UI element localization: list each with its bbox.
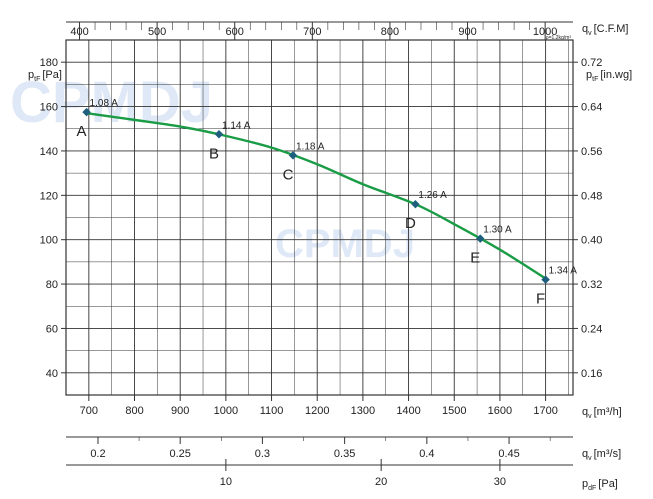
y-right-tick-label: 0.56 (581, 146, 602, 158)
y-tick-label: 160 (40, 102, 58, 114)
current-label: 1.34 A (549, 266, 578, 277)
y-tick-label: 40 (46, 368, 58, 380)
x-symbol: q (582, 406, 588, 418)
y-left-axis-title: ptF [Pa] (28, 69, 62, 83)
current-label: 1.14 A (222, 120, 251, 131)
y-right-symbol: p (586, 69, 592, 81)
x-tick-label: 900 (171, 405, 189, 417)
performance-curve (86, 112, 547, 280)
x-axis-title: qv [m³/h] (582, 406, 622, 420)
point-letter: F (536, 291, 545, 308)
y-right-tick-label: 0.32 (581, 279, 602, 291)
point-letter: E (470, 250, 480, 267)
dynamic-tick-label: 20 (375, 476, 387, 488)
current-label: 1.18 A (296, 141, 325, 152)
x-tick-label: 1100 (260, 405, 284, 417)
y-right-subscript: tF (592, 76, 598, 83)
operating-point-marker (214, 130, 224, 139)
point-letter: A (77, 123, 87, 140)
dynamic-tick-label: 30 (494, 476, 506, 488)
secondary-tick-label: 0.25 (169, 448, 190, 460)
point-letter: C (283, 166, 294, 183)
performance-curve-layer (86, 112, 547, 280)
y-right-tick-label: 0.16 (581, 368, 602, 380)
point-letter: B (209, 145, 219, 162)
top-axis-title: qv [C.F.M] (582, 23, 628, 37)
x-tick-label: 1500 (442, 405, 466, 417)
y-right-tick-label: 0.24 (581, 323, 602, 335)
y-tick-label: 120 (40, 190, 58, 202)
x-tick-label: 1700 (533, 405, 557, 417)
x-tick-label: 1600 (488, 405, 512, 417)
y-tick-label: 180 (40, 57, 58, 69)
x-tick-label: 800 (125, 405, 143, 417)
operating-point-marker (541, 275, 550, 284)
operating-point-marker (82, 107, 91, 117)
x-tick-label: 700 (80, 405, 98, 417)
y-right-tick-label: 0.72 (581, 57, 602, 69)
dynamic-tick-label: 10 (220, 476, 232, 488)
secondary-tick-label: 0.3 (255, 448, 270, 460)
secondary-tick-label: 0.2 (90, 448, 105, 460)
y-tick-label: 140 (40, 146, 58, 158)
y-right-unit: [in.wg] (600, 69, 632, 81)
axes: 40 60 80 100 120 140 160 180 0.16 0.24 0.32 0.40 0.4… (28, 21, 632, 492)
point-letter: D (405, 215, 416, 232)
x-unit: [m³/h] (594, 406, 622, 418)
x-tick-label: 1400 (396, 405, 420, 417)
plot-frame (65, 39, 574, 396)
secondary-unit: [m³/s] (594, 448, 622, 460)
top-symbol: q (582, 23, 588, 35)
dynamic-unit: [Pa] (598, 478, 618, 490)
secondary-axis-title: qv [m³/s] (582, 448, 621, 462)
operating-point-marker (411, 199, 420, 209)
dynamic-symbol: p (582, 478, 588, 490)
y-left-unit: [Pa] (42, 69, 62, 81)
x-tick-label: 1000 (214, 405, 238, 417)
y-right-tick-label: 0.48 (581, 190, 602, 202)
y-right-tick-label: 0.40 (581, 235, 602, 247)
grid (66, 39, 573, 395)
top-subscript: v (588, 30, 592, 37)
secondary-tick-label: 0.4 (419, 448, 434, 460)
operating-point-marker (288, 151, 298, 160)
current-label: 1.26 A (418, 190, 447, 201)
y-tick-label: 60 (46, 323, 58, 335)
secondary-tick-label: 0.35 (334, 448, 355, 460)
current-label: 1.30 A (483, 225, 512, 236)
y-left-subscript: tF (34, 76, 40, 83)
secondary-tick-label: 0.45 (498, 448, 519, 460)
y-tick-label: 100 (40, 235, 58, 247)
secondary-symbol: q (582, 448, 588, 460)
operating-points: 1.08 A A 1.14 A B 1.18 A C 1.26 A D 1.30 A E 1.34 … (77, 98, 578, 308)
y-right-tick-label: 0.64 (581, 102, 602, 114)
x-tick-label: 1200 (305, 405, 329, 417)
y-tick-label: 80 (46, 279, 58, 291)
x-tick-label: 1300 (351, 405, 375, 417)
density-note: ρ=1.2kg/m³ (546, 35, 572, 41)
y-left-symbol: p (28, 69, 34, 81)
y-right-axis-title: ptF [in.wg] (586, 69, 632, 83)
secondary-subscript: v (588, 455, 592, 462)
watermark-center: CPMDJ (275, 222, 415, 266)
dynamic-axis-title: pdF [Pa] (582, 478, 618, 492)
x-subscript: v (588, 413, 592, 420)
current-label: 1.08 A (90, 98, 119, 109)
top-unit: [C.F.M] (594, 23, 629, 35)
operating-point-marker (476, 234, 485, 243)
dynamic-subscript: dF (588, 485, 596, 492)
